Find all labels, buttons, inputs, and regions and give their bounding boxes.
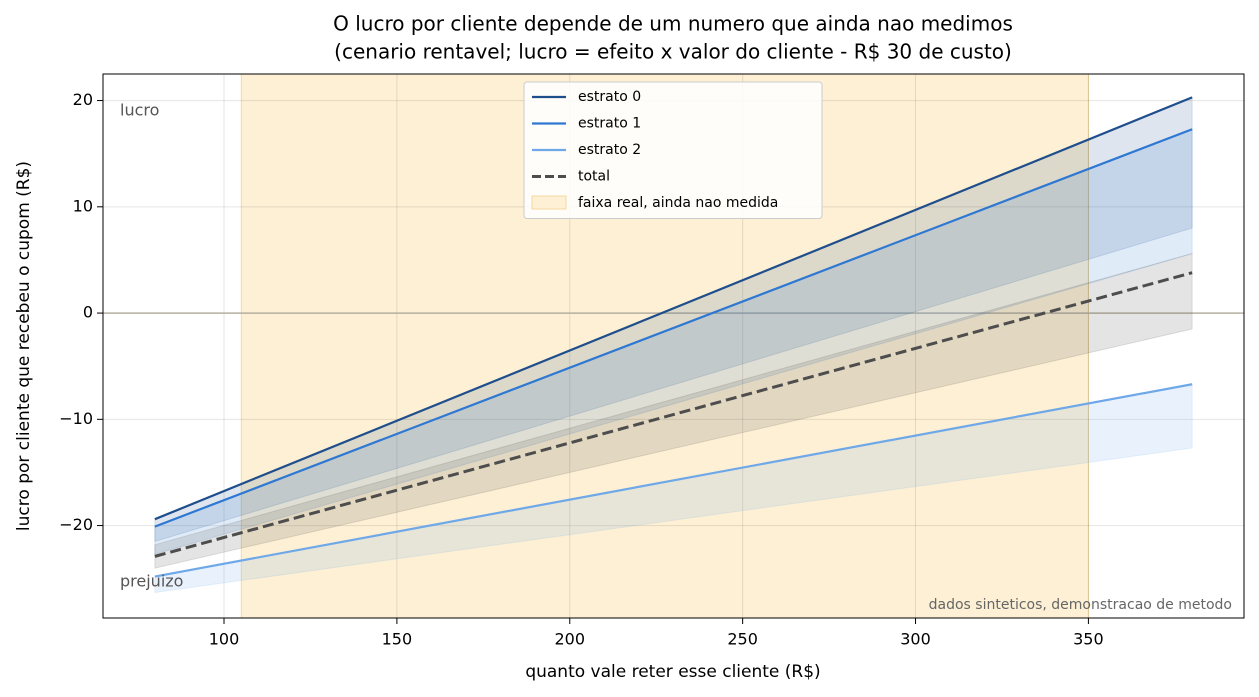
legend-label: estrato 0 [578, 89, 641, 105]
legend-swatch [531, 195, 567, 210]
x-tick-label: 300 [900, 630, 931, 649]
series-line [154, 96, 1193, 521]
annotation: dados sinteticos, demonstracao de metodo [929, 597, 1232, 613]
legend-label: total [578, 169, 610, 185]
legend-label: estrato 2 [578, 142, 641, 158]
y-tick-label: 0 [83, 303, 93, 322]
series-line [154, 271, 1193, 558]
y-tick-label: −10 [59, 409, 93, 428]
chart-title: O lucro por cliente depende de um numero… [333, 12, 1013, 36]
x-tick-label: 350 [1073, 630, 1104, 649]
plot-frame [102, 73, 1245, 619]
y-tick-label: 10 [73, 196, 93, 215]
series-line [154, 383, 1193, 578]
legend-box [523, 81, 823, 219]
x-tick-label: 200 [554, 630, 585, 649]
legend-label: faixa real, ainda nao medida [578, 195, 778, 211]
x-axis-label: quanto vale reter esse cliente (R$) [525, 662, 820, 682]
annotation: prejuizo [120, 572, 183, 591]
y-axis-label: lucro por cliente que recebeu o cupom (R… [14, 161, 34, 531]
x-tick-label: 150 [382, 630, 413, 649]
uncertainty-band [154, 252, 1193, 569]
series-line [154, 128, 1193, 528]
y-tick-label: −20 [59, 515, 93, 534]
legend-label: estrato 1 [578, 116, 641, 132]
x-tick-label: 250 [727, 630, 758, 649]
x-tick-label: 100 [209, 630, 240, 649]
annotation: lucro [120, 101, 159, 120]
chart-subtitle: (cenario rentavel; lucro = efeito x valo… [334, 40, 1012, 64]
y-tick-label: 20 [73, 90, 93, 109]
